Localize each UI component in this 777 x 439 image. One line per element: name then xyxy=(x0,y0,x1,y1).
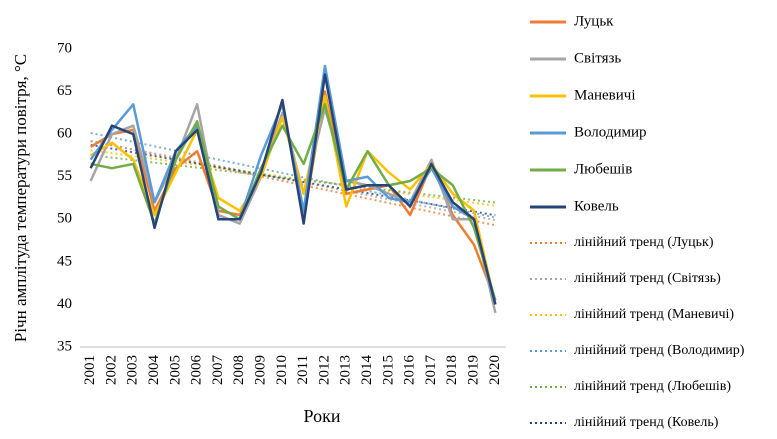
x-tick-label: 2004 xyxy=(146,355,162,386)
x-tick-label: 2010 xyxy=(274,355,290,385)
x-tick-label: 2016 xyxy=(402,355,418,386)
legend-label: лінійний тренд (Ковель) xyxy=(574,415,719,430)
y-tick-label: 70 xyxy=(57,40,72,56)
x-axis-title: Роки xyxy=(304,406,341,426)
x-tick-label: 2020 xyxy=(487,355,503,385)
y-tick-label: 65 xyxy=(57,83,72,99)
legend-label: Світязь xyxy=(574,50,621,66)
legend-label: лінійний тренд (Любешів) xyxy=(574,379,731,394)
x-tick-label: 2003 xyxy=(125,355,141,385)
series-line xyxy=(89,64,497,305)
x-tick-label: 2009 xyxy=(252,355,268,385)
x-tick-label: 2007 xyxy=(210,355,226,386)
y-tick-label: 55 xyxy=(57,168,72,184)
x-tick-label: 2017 xyxy=(423,355,439,386)
trend-line xyxy=(90,143,496,217)
series-line xyxy=(89,73,497,305)
x-tick-label: 2008 xyxy=(231,355,247,385)
x-tick-label: 2006 xyxy=(189,355,205,386)
x-tick-label: 2002 xyxy=(103,355,119,385)
legend-label: лінійний тренд (Луцьк) xyxy=(574,235,714,250)
trend-line xyxy=(90,131,496,219)
legend-label: Маневичі xyxy=(574,87,636,103)
x-tick-label: 2019 xyxy=(465,355,481,385)
legend-label: лінійний тренд (Світязь) xyxy=(574,271,721,286)
y-tick-label: 35 xyxy=(57,338,72,354)
y-tick-label: 50 xyxy=(57,211,72,227)
x-tick-label: 2013 xyxy=(338,355,354,385)
y-axis-title: Річн амплітуда температури повітря, °C xyxy=(11,54,30,342)
x-tick-label: 2012 xyxy=(316,355,332,385)
x-tick-label: 2014 xyxy=(359,355,375,386)
x-tick-label: 2015 xyxy=(380,355,396,385)
y-tick-label: 45 xyxy=(57,253,72,269)
legend-label: лінійний тренд (Володимир) xyxy=(574,343,745,358)
legend-label: Любешів xyxy=(574,161,632,177)
x-tick-label: 2001 xyxy=(82,355,98,385)
legend-label: Володимир xyxy=(574,124,647,140)
y-tick-label: 60 xyxy=(57,126,72,142)
trend-line xyxy=(90,140,496,227)
x-tick-label: 2018 xyxy=(444,355,460,385)
y-tick-label: 40 xyxy=(57,296,72,312)
x-tick-label: 2005 xyxy=(167,355,183,385)
trend-line xyxy=(90,149,496,207)
legend-label: Ковель xyxy=(574,198,619,214)
legend-label: лінійний тренд (Маневичі) xyxy=(574,307,734,322)
legend-label: Луцьк xyxy=(574,13,614,29)
x-tick-label: 2011 xyxy=(295,355,311,384)
